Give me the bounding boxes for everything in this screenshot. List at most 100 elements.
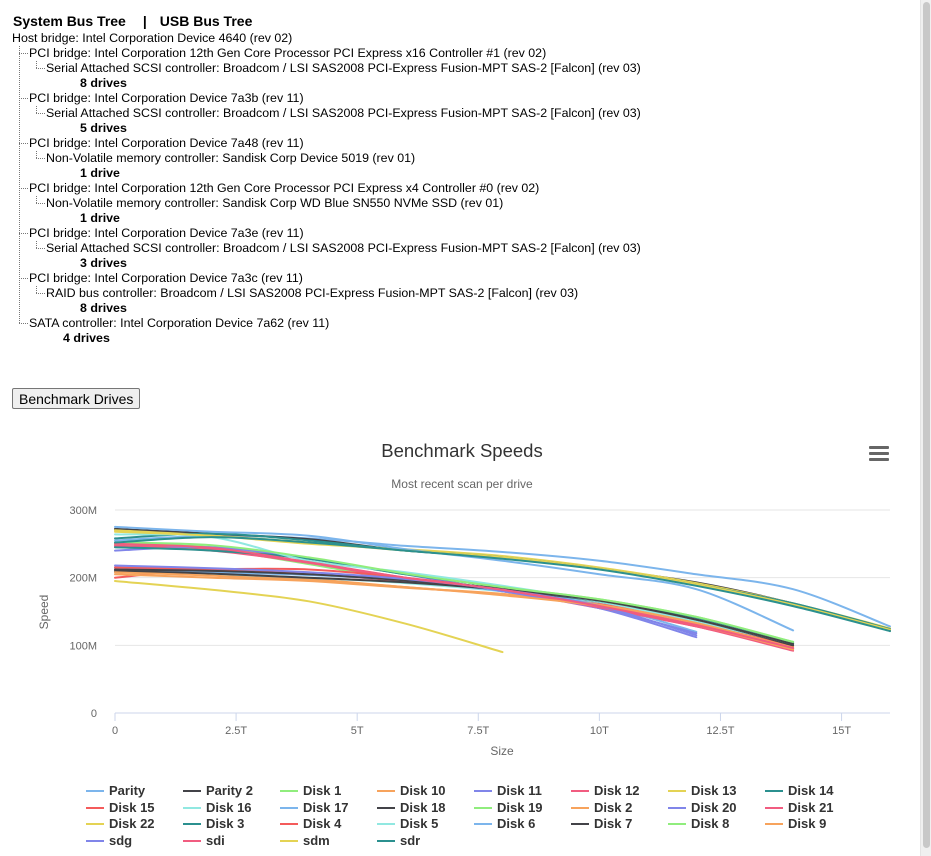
legend-swatch [765, 790, 783, 792]
y-tick-label: 200M [69, 573, 97, 585]
tree-node-label: PCI bridge: Intel Corporation Device 7a3… [29, 91, 304, 105]
drive-count-label: 8 drives [80, 76, 127, 90]
series-line-parity-2[interactable] [114, 527, 891, 632]
legend-swatch [668, 823, 686, 825]
x-tick-label: 7.5T [467, 725, 489, 737]
legend-swatch [571, 790, 589, 792]
legend-label: Disk 17 [303, 799, 349, 815]
series-line-disk-22[interactable] [114, 580, 504, 654]
series-line-disk-20[interactable] [114, 545, 698, 635]
legend-swatch [668, 790, 686, 792]
series-line-disk-13[interactable] [114, 529, 891, 630]
legend-label: Disk 8 [691, 816, 730, 831]
drive-count-label: 8 drives [80, 301, 127, 315]
legend-swatch [377, 806, 395, 809]
legend-swatch [183, 790, 201, 792]
tree-node-label: Serial Attached SCSI controller: Broadco… [46, 241, 641, 255]
y-axis-title: Speed [37, 595, 51, 630]
legend-swatch [280, 806, 298, 809]
legend-label: Disk 18 [400, 799, 446, 815]
legend-label: Disk 11 [497, 783, 542, 798]
legend-label: Disk 1 [303, 783, 342, 798]
tree-node-label: PCI bridge: Intel Corporation 12th Gen C… [29, 181, 540, 195]
legend-swatch [86, 839, 104, 842]
x-tick-label: 10T [590, 725, 609, 737]
legend-label: Parity 2 [206, 783, 253, 798]
legend-label: Disk 21 [788, 799, 834, 815]
legend-label: Disk 3 [206, 816, 245, 831]
legend-swatch [183, 839, 201, 842]
benchmark-drives-button[interactable]: Benchmark Drives [12, 388, 141, 409]
tree-node-label: PCI bridge: Intel Corporation Device 7a3… [29, 271, 303, 285]
legend-swatch [474, 806, 492, 809]
legend-label: Disk 4 [303, 816, 342, 831]
drive-count-label: 1 drive [80, 211, 120, 225]
legend-swatch [668, 806, 686, 809]
legend-swatch [474, 823, 492, 825]
legend-swatch [377, 823, 395, 825]
x-tick-label: 12.5T [706, 725, 734, 737]
tree-node-label: Serial Attached SCSI controller: Broadco… [46, 61, 641, 75]
legend-swatch [183, 823, 201, 825]
legend-label: Disk 6 [497, 816, 536, 831]
system-bus-tree-tab[interactable]: System Bus Tree [13, 13, 126, 29]
legend-label: sdi [206, 832, 225, 848]
x-tick-label: 2.5T [225, 725, 247, 737]
chart-axes: 0 100M 200M 300M 0 2.5T 5T 7.5T 10T 12.5T 15T [69, 505, 890, 737]
tab-separator: | [142, 13, 147, 29]
tree-node-label: Non-Volatile memory controller: Sandisk … [46, 151, 416, 165]
legend-label: sdg [109, 832, 133, 848]
legend-swatch [571, 806, 589, 809]
legend-label: Disk 14 [788, 783, 834, 798]
tree-node-label: PCI bridge: Intel Corporation Device 7a4… [29, 136, 304, 150]
legend-swatch [571, 823, 589, 825]
tree-node-label: Non-Volatile memory controller: Sandisk … [46, 196, 504, 210]
legend-swatch [377, 790, 395, 792]
tree-node-label: RAID bus controller: Broadcom / LSI SAS2… [46, 286, 579, 300]
usb-bus-tree-tab[interactable]: USB Bus Tree [159, 13, 253, 29]
y-tick-label: 300M [69, 505, 97, 517]
page-scrollbar[interactable] [920, 0, 931, 856]
y-tick-label: 100M [69, 640, 97, 652]
legend-label: Disk 12 [594, 783, 640, 798]
legend-label: Disk 20 [691, 799, 737, 815]
legend-swatch [765, 823, 783, 825]
legend-label: Disk 2 [594, 799, 633, 815]
legend-swatch [86, 790, 104, 792]
legend-swatch [765, 806, 783, 809]
legend-label: Disk 13 [691, 783, 737, 798]
x-tick-label: 0 [112, 725, 118, 737]
x-axis-title: Size [490, 744, 514, 758]
x-tick-label: 5T [351, 725, 364, 737]
drive-count-label: 5 drives [80, 121, 127, 135]
series-line-disk-8[interactable] [114, 541, 795, 643]
legend-label: Disk 22 [109, 816, 155, 831]
chart-menu-icon[interactable] [869, 446, 889, 464]
legend-swatch [86, 823, 104, 825]
bus-tree-tabs: System Bus Tree | USB Bus Tree [13, 13, 252, 29]
drive-count-label: 1 drive [80, 166, 120, 180]
series-line-sdi[interactable] [114, 542, 795, 649]
series-line-disk-19[interactable] [114, 542, 795, 644]
tree-node-label: Serial Attached SCSI controller: Broadco… [46, 106, 641, 120]
legend-swatch [86, 806, 104, 809]
x-tick-label: 15T [832, 725, 851, 737]
drive-count-label: 4 drives [63, 331, 110, 345]
legend-swatch [280, 823, 298, 825]
legend-swatch [280, 839, 298, 842]
tree-node-label: PCI bridge: Intel Corporation 12th Gen C… [29, 46, 547, 60]
series-line-sdr[interactable] [114, 536, 891, 633]
tree-node-label: Host bridge: Intel Corporation Device 46… [12, 31, 293, 45]
legend-swatch [183, 806, 201, 809]
legend-swatch [377, 839, 395, 842]
legend-swatch [280, 790, 298, 792]
scrollbar-thumb[interactable] [923, 2, 930, 848]
legend-label: Disk 16 [206, 799, 252, 815]
benchmark-chart: 0 100M 200M 300M 0 2.5T 5T 7.5T 10T 12.5T 15T Benc… [37, 440, 891, 758]
series-line-disk-1[interactable] [114, 542, 795, 643]
series-line-disk-3[interactable] [114, 546, 795, 645]
tree-node-label: SATA controller: Intel Corporation Devic… [29, 316, 330, 330]
y-tick-label: 0 [91, 708, 97, 720]
legend-label: Disk 19 [497, 799, 543, 815]
legend-label: sdr [400, 832, 421, 848]
